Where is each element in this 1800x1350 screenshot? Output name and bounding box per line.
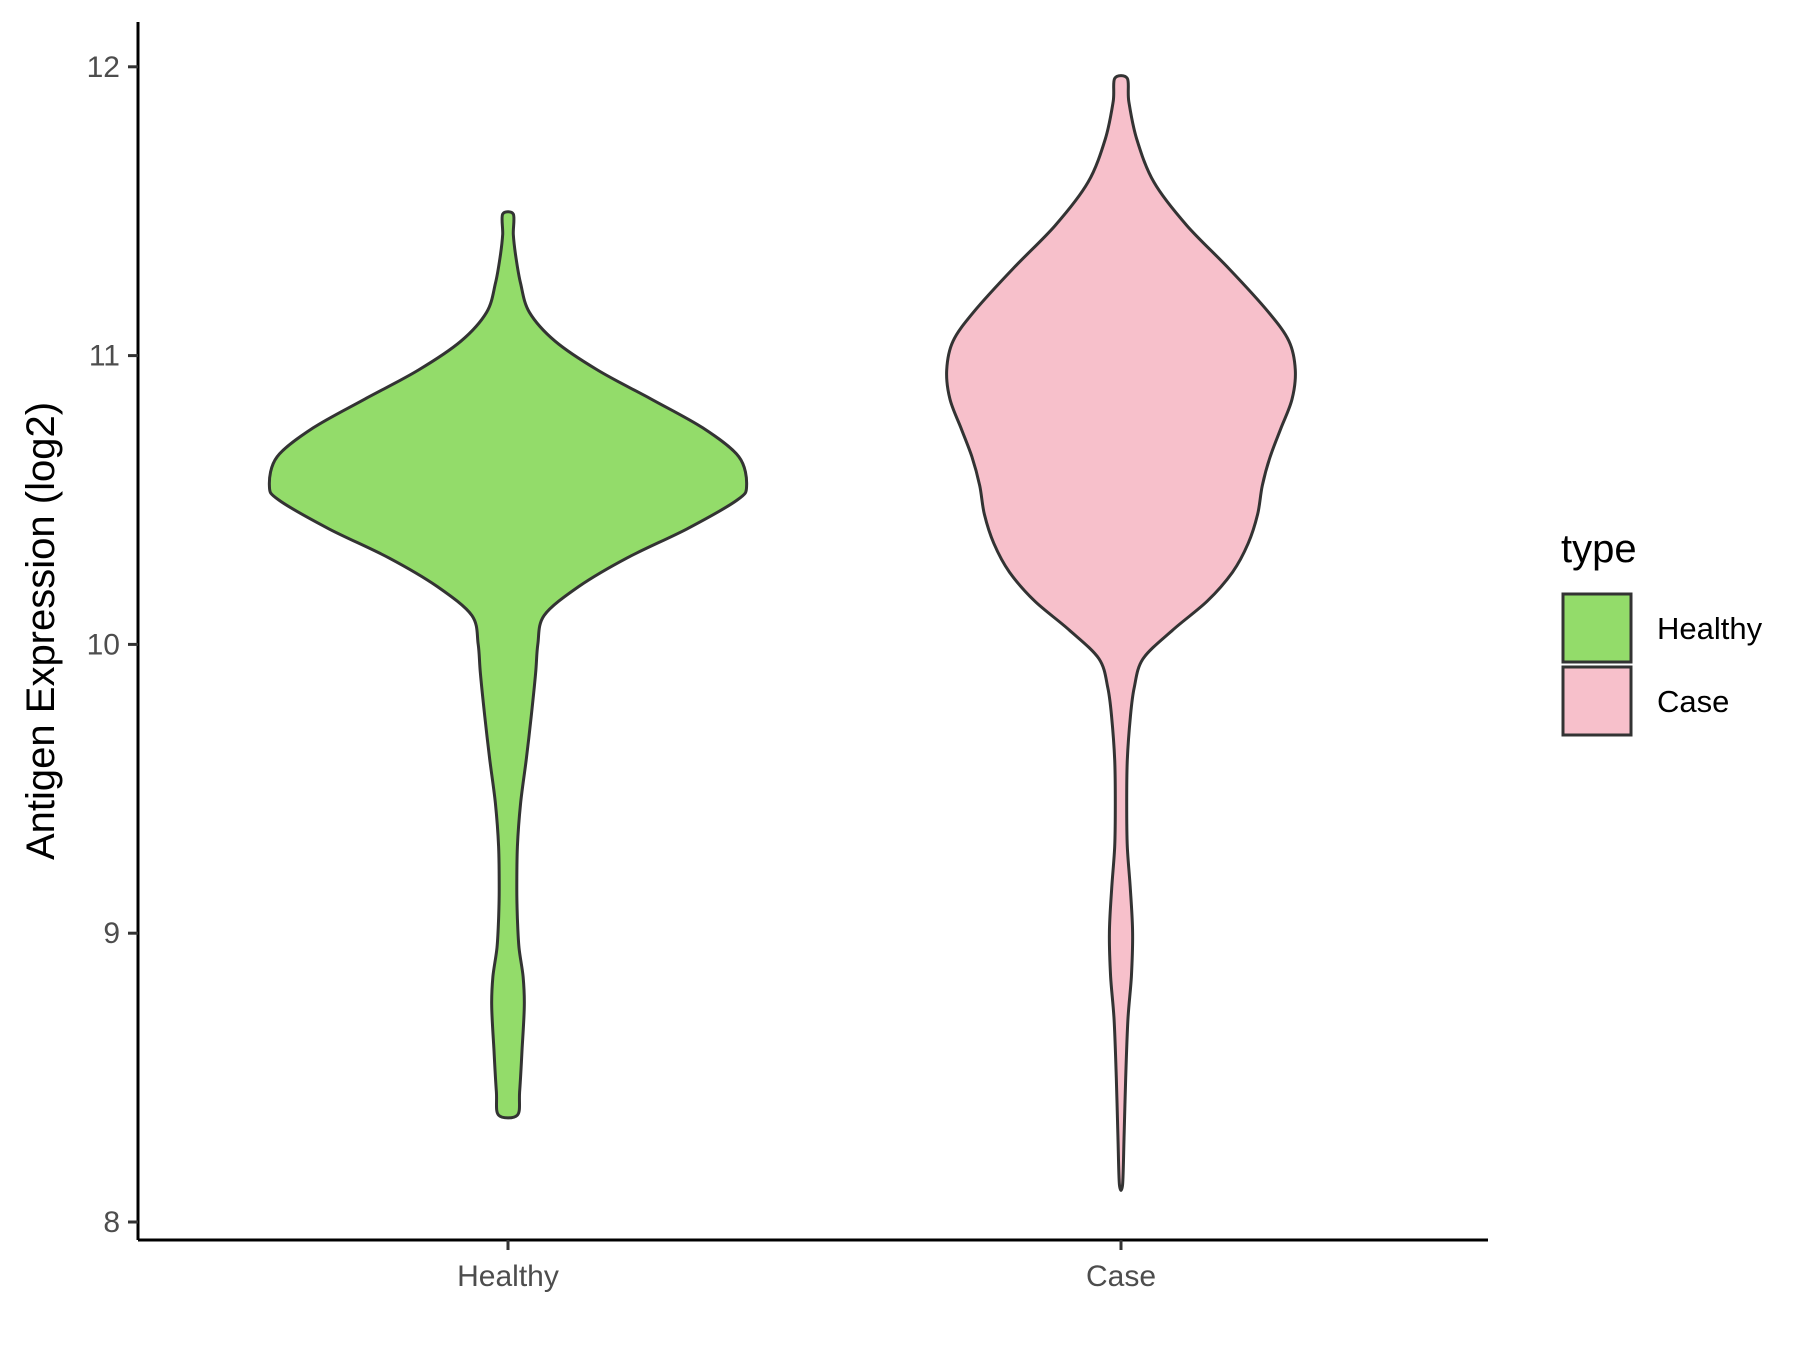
y-tick-label: 9	[103, 917, 120, 950]
legend-title: type	[1561, 527, 1637, 571]
legend-key-healthy	[1561, 592, 1633, 664]
x-tick-label: Healthy	[457, 1260, 559, 1293]
x-tick-label: Case	[1086, 1260, 1156, 1293]
legend-label: Case	[1657, 684, 1729, 719]
violin-layer	[267, 74, 1297, 1192]
violin-healthy	[267, 210, 749, 1120]
y-tick-label: 10	[87, 628, 120, 661]
y-axis-title: Antigen Expression (log2)	[19, 402, 63, 860]
legend-key-case	[1561, 665, 1633, 737]
y-tick-label: 8	[103, 1206, 120, 1239]
y-tick-label: 12	[87, 51, 120, 84]
violin-case	[945, 74, 1297, 1192]
legend: type Healthy Case	[1561, 527, 1763, 737]
y-tick-label: 11	[89, 340, 120, 373]
axes-layer: 8 9 10 11 12 Healthy Case Antigen Expression (l…	[19, 22, 1488, 1293]
legend-label: Healthy	[1657, 611, 1763, 646]
